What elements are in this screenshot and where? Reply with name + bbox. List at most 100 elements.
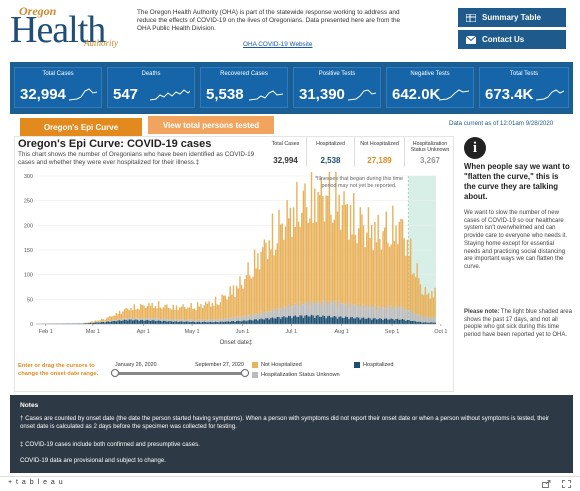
bar-not-hospitalized — [286, 200, 288, 308]
bar-not-hospitalized — [301, 212, 303, 306]
slider-start-date[interactable]: January 26, 2020 — [115, 362, 157, 368]
bar-unknown — [164, 318, 166, 321]
bar-not-hospitalized — [148, 303, 150, 319]
bar-hospitalized — [405, 320, 407, 324]
bar-unknown — [177, 319, 179, 322]
bar-unknown — [123, 318, 126, 320]
bar-hospitalized — [167, 321, 170, 324]
bar-not-hospitalized — [278, 209, 280, 309]
bar-not-hospitalized — [310, 172, 313, 300]
bar-not-hospitalized — [268, 240, 270, 312]
onset-date-slider[interactable] — [111, 369, 249, 377]
bar-unknown — [392, 308, 394, 319]
bar-not-hospitalized — [128, 310, 131, 319]
slider-start-handle[interactable] — [111, 369, 119, 377]
bar-hospitalized — [366, 318, 368, 324]
bar-not-hospitalized — [141, 305, 144, 318]
kpi-label: Total Tests — [509, 71, 539, 77]
bar-unknown — [198, 319, 201, 322]
bar-unknown — [380, 307, 383, 319]
bar-unknown — [211, 319, 214, 323]
logo-health: Health — [10, 9, 106, 51]
bar-hospitalized — [136, 319, 139, 324]
oha-website-link[interactable]: OHA COVID-19 Website — [243, 41, 313, 48]
legend-item[interactable]: Hospitalization Status Unknown — [252, 372, 340, 378]
share-icon[interactable] — [542, 480, 551, 488]
bar-unknown — [314, 303, 316, 318]
bar-unknown — [105, 320, 108, 322]
bar-unknown — [133, 318, 135, 321]
bar-unknown — [200, 319, 202, 323]
bar-hospitalized — [130, 319, 132, 324]
bar-hospitalized — [260, 318, 262, 324]
table-icon — [466, 13, 476, 22]
bar-not-hospitalized — [395, 225, 397, 309]
bar-not-hospitalized — [387, 242, 389, 309]
bar-unknown — [231, 317, 233, 322]
bar-not-hospitalized — [340, 229, 342, 304]
bar-hospitalized — [283, 316, 285, 324]
bar-unknown — [257, 314, 259, 321]
bar-hospitalized — [131, 320, 134, 324]
bar-unknown — [249, 314, 251, 320]
bar-hospitalized — [268, 319, 270, 324]
stat-total-cases: Total Cases 32,994 — [265, 137, 307, 167]
legend-item[interactable]: Hospitalized — [354, 362, 393, 368]
bar-unknown — [195, 320, 197, 323]
bar-not-hospitalized — [333, 219, 335, 302]
bar-not-hospitalized — [156, 308, 158, 319]
bar-hospitalized — [257, 320, 259, 324]
bar-hospitalized — [419, 321, 422, 324]
sparkline-icon — [69, 88, 97, 101]
epi-curve-chart[interactable]: 0 50 100 150 200 250 300 Feb 1 Mar 1 Apr 1 May 1 Ju… — [14, 172, 454, 360]
contact-us-button[interactable]: Contact Us — [458, 30, 566, 49]
bar-unknown — [206, 320, 209, 323]
bar-not-hospitalized — [97, 320, 100, 323]
bar-unknown — [390, 305, 392, 319]
bar-not-hospitalized — [89, 321, 92, 323]
summary-table-button[interactable]: Summary Table — [458, 8, 566, 27]
slider-end-date[interactable]: September 27, 2020 — [195, 362, 244, 368]
bar-not-hospitalized — [183, 307, 186, 321]
bar-not-hospitalized — [133, 304, 135, 319]
bar-hospitalized — [266, 318, 269, 324]
bar-not-hospitalized — [385, 211, 388, 305]
bar-hospitalized — [151, 320, 153, 324]
bar-hospitalized — [418, 321, 420, 324]
bar-hospitalized — [237, 320, 240, 324]
bar-unknown — [188, 319, 191, 323]
bar-unknown — [377, 306, 379, 320]
bar-not-hospitalized — [125, 308, 127, 319]
bar-not-hospitalized — [153, 307, 155, 318]
bar-unknown — [140, 318, 142, 320]
summary-table-label: Summary Table — [482, 13, 541, 22]
legend-swatch — [354, 362, 360, 368]
bar-hospitalized — [411, 321, 414, 324]
fullscreen-icon[interactable] — [562, 480, 571, 488]
bar-hospitalized — [258, 319, 261, 324]
bar-unknown — [144, 318, 147, 321]
bar-unknown — [354, 304, 357, 319]
bar-not-hospitalized — [403, 238, 405, 311]
bar-not-hospitalized — [88, 322, 90, 323]
bar-unknown — [247, 315, 249, 321]
bar-hospitalized — [198, 321, 201, 324]
tableau-logo[interactable]: + t a b l e a u — [8, 479, 64, 486]
tab-total-tested[interactable]: View total persons tested — [148, 116, 274, 134]
chart-subtitle: This chart shows the number of Oregonian… — [18, 151, 255, 166]
slider-end-handle[interactable] — [241, 369, 249, 377]
info-note-label: Please note: — [464, 309, 500, 315]
bar-hospitalized — [299, 315, 301, 324]
tab-epi-curve[interactable]: Oregon's Epi Curve — [20, 118, 142, 136]
bar-not-hospitalized — [370, 224, 373, 308]
bar-hospitalized — [216, 321, 218, 324]
bar-not-hospitalized — [424, 287, 427, 317]
bar-unknown — [379, 306, 381, 319]
bar-not-hospitalized — [312, 222, 314, 303]
legend-item[interactable]: Not Hospitalized — [252, 362, 302, 368]
x-tick-label: Sep 1 — [385, 329, 399, 335]
bar-hospitalized — [432, 322, 435, 324]
bar-not-hospitalized — [322, 195, 324, 301]
bar-hospitalized — [427, 322, 430, 324]
bar-not-hospitalized — [229, 286, 231, 319]
